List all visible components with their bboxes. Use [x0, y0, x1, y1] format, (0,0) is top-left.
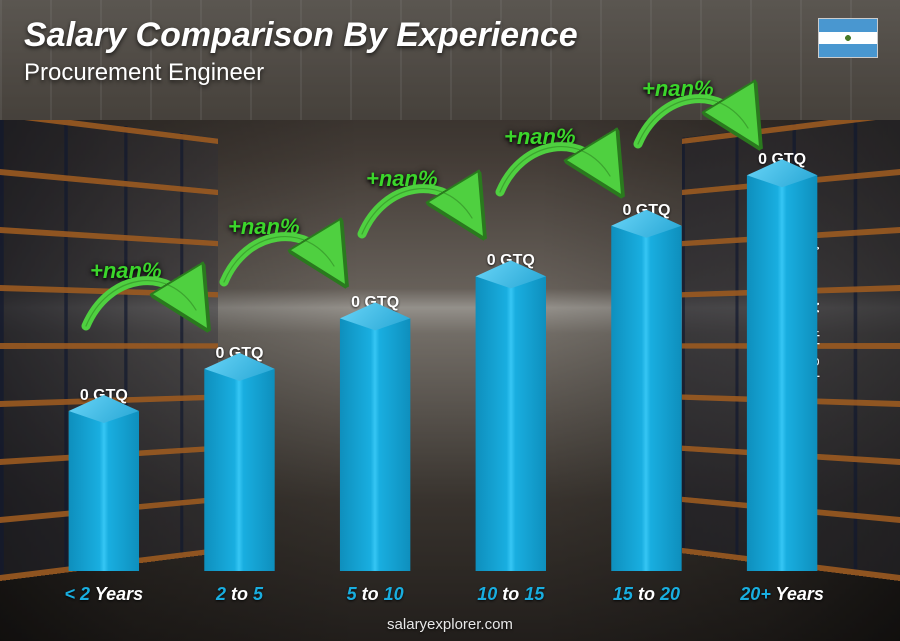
bar-front-face [331, 318, 419, 571]
header: Salary Comparison By Experience Procurem… [24, 16, 876, 87]
bar-front-face [195, 369, 283, 571]
bar-front-face [467, 276, 555, 571]
flag-emblem-icon [843, 33, 853, 43]
bar-3d [602, 226, 690, 571]
x-tick: 5 to 10 [321, 584, 429, 605]
growth-label: +nan% [642, 76, 714, 102]
flag-icon [818, 18, 878, 58]
bar: 0 GTQ [321, 150, 429, 571]
x-tick: 20+ Years [728, 584, 836, 605]
growth-label: +nan% [366, 166, 438, 192]
growth-label: +nan% [228, 214, 300, 240]
bar-3d [60, 411, 148, 571]
page-subtitle: Procurement Engineer [24, 59, 876, 87]
footer-credit: salaryexplorer.com [0, 616, 900, 633]
x-tick: < 2 Years [50, 584, 158, 605]
page-title: Salary Comparison By Experience [24, 16, 876, 55]
bar-3d [738, 175, 826, 571]
x-tick: 2 to 5 [185, 584, 293, 605]
bar: 0 GTQ [728, 150, 836, 571]
x-tick: 15 to 20 [592, 584, 700, 605]
growth-label: +nan% [504, 124, 576, 150]
bar: 0 GTQ [457, 150, 565, 571]
x-axis: < 2 Years 2 to 5 5 to 10 10 to 15 15 to 20 20… [36, 584, 850, 605]
bar: 0 GTQ [50, 150, 158, 571]
bar-chart: 0 GTQ 0 GTQ 0 GTQ 0 GTQ 0 GTQ 0 GTQ [36, 150, 850, 571]
growth-label: +nan% [90, 258, 162, 284]
bar: 0 GTQ [592, 150, 700, 571]
bar-3d [467, 276, 555, 571]
bar-front-face [738, 175, 826, 571]
bar-front-face [602, 226, 690, 571]
x-tick: 10 to 15 [457, 584, 565, 605]
bar-3d [331, 318, 419, 571]
bar-3d [195, 369, 283, 571]
bar-front-face [60, 411, 148, 571]
